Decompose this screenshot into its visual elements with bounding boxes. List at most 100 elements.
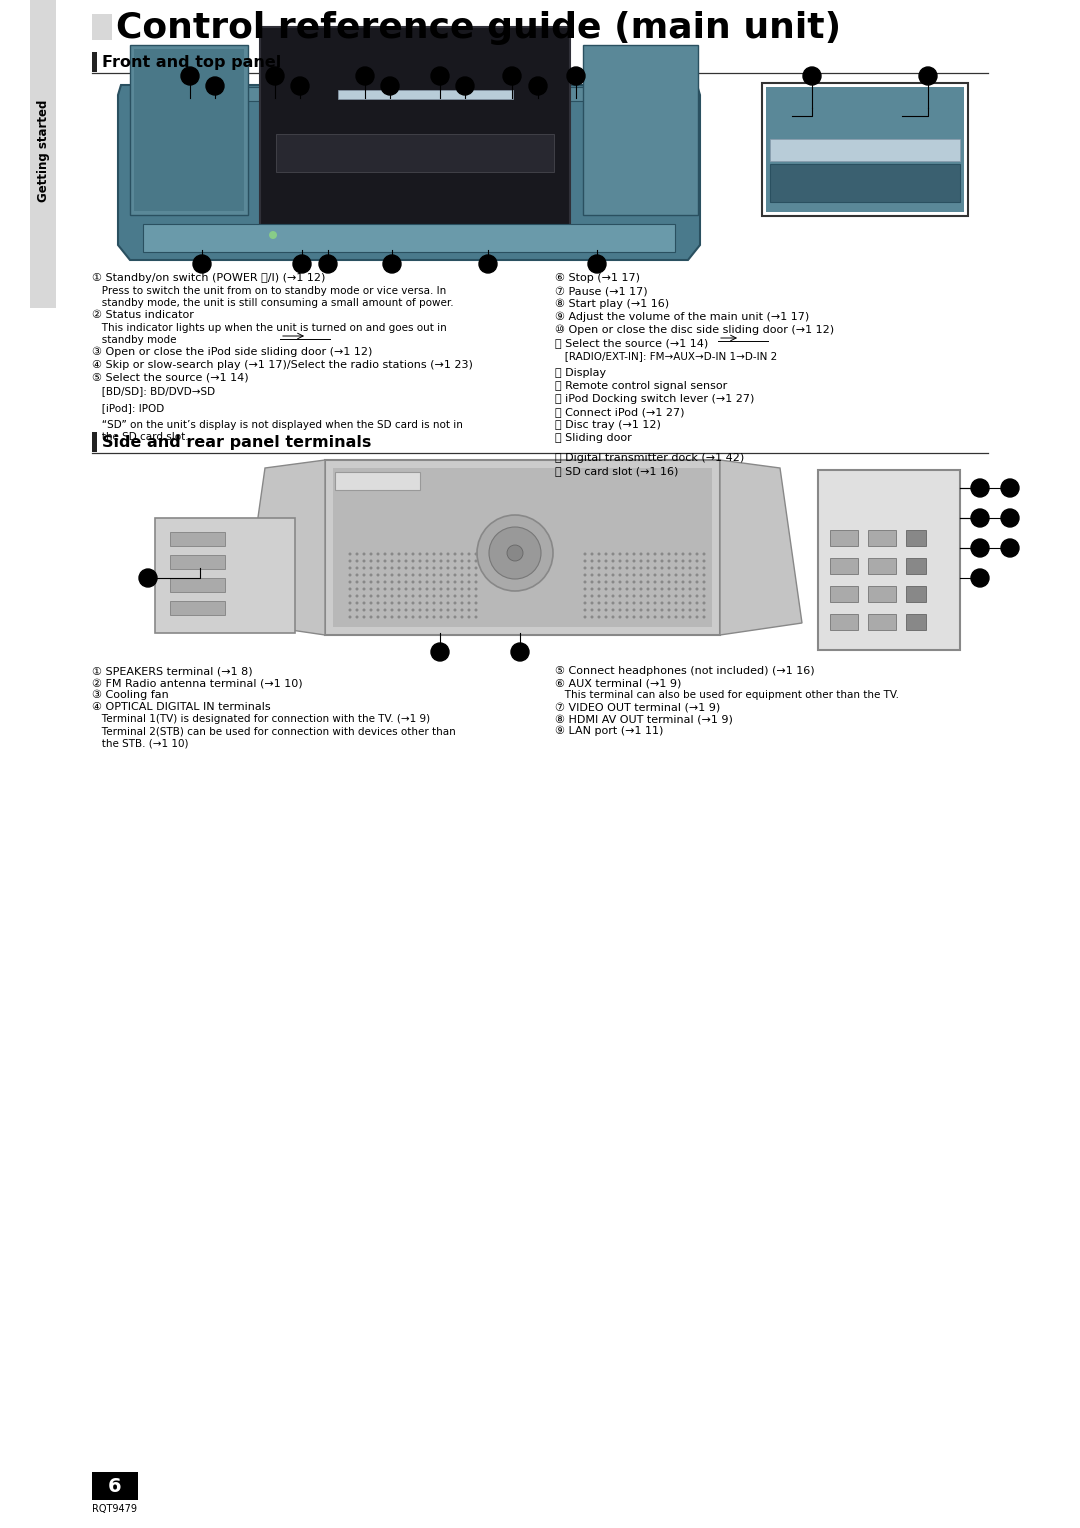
Circle shape: [647, 581, 649, 584]
Text: 18: 18: [807, 72, 818, 81]
Bar: [906, 614, 926, 630]
Circle shape: [633, 581, 635, 584]
Circle shape: [369, 581, 373, 584]
Circle shape: [474, 573, 477, 576]
Circle shape: [583, 573, 586, 576]
Circle shape: [474, 594, 477, 597]
Circle shape: [667, 594, 671, 597]
Circle shape: [391, 553, 393, 556]
Text: ④ OPTICAL DIGITAL IN terminals: ④ OPTICAL DIGITAL IN terminals: [92, 701, 271, 712]
Circle shape: [349, 594, 351, 597]
Circle shape: [489, 527, 541, 579]
Circle shape: [460, 567, 463, 570]
Circle shape: [583, 602, 586, 605]
Circle shape: [349, 616, 351, 619]
Bar: [170, 578, 225, 591]
Bar: [831, 614, 858, 630]
Circle shape: [639, 608, 643, 611]
Text: Front and top panel: Front and top panel: [102, 55, 281, 70]
Circle shape: [397, 587, 401, 590]
Circle shape: [583, 587, 586, 590]
Circle shape: [383, 608, 387, 611]
Circle shape: [477, 515, 553, 591]
Circle shape: [639, 594, 643, 597]
Circle shape: [405, 608, 407, 611]
Circle shape: [363, 594, 365, 597]
Text: Side and rear panel terminals: Side and rear panel terminals: [102, 435, 372, 451]
Text: [iPod]: IPOD: [iPod]: IPOD: [92, 403, 164, 413]
Circle shape: [681, 594, 685, 597]
Circle shape: [1001, 509, 1020, 527]
Circle shape: [377, 559, 379, 562]
Circle shape: [971, 539, 989, 558]
Text: [RADIO/EXT-IN]: FM→AUX→D-IN 1→D-IN 2: [RADIO/EXT-IN]: FM→AUX→D-IN 1→D-IN 2: [555, 351, 778, 361]
Circle shape: [377, 594, 379, 597]
Circle shape: [383, 581, 387, 584]
Circle shape: [583, 581, 586, 584]
Circle shape: [419, 594, 421, 597]
Circle shape: [363, 587, 365, 590]
Circle shape: [377, 587, 379, 590]
Circle shape: [675, 616, 677, 619]
Circle shape: [689, 553, 691, 556]
Circle shape: [681, 608, 685, 611]
Text: 7: 7: [977, 573, 983, 584]
Circle shape: [468, 594, 471, 597]
Circle shape: [619, 616, 621, 619]
Circle shape: [446, 602, 449, 605]
Circle shape: [591, 608, 594, 611]
Circle shape: [591, 567, 594, 570]
Text: ② FM Radio antenna terminal (→1 10): ② FM Radio antenna terminal (→1 10): [92, 678, 302, 688]
Circle shape: [349, 587, 351, 590]
Circle shape: [426, 594, 429, 597]
Circle shape: [675, 573, 677, 576]
Circle shape: [405, 602, 407, 605]
Circle shape: [446, 553, 449, 556]
Circle shape: [696, 581, 699, 584]
Circle shape: [702, 602, 705, 605]
Circle shape: [468, 581, 471, 584]
Circle shape: [647, 587, 649, 590]
Circle shape: [460, 573, 463, 576]
Circle shape: [625, 594, 629, 597]
Circle shape: [653, 559, 657, 562]
Circle shape: [647, 567, 649, 570]
Circle shape: [696, 559, 699, 562]
Circle shape: [474, 553, 477, 556]
Bar: [818, 471, 960, 649]
Circle shape: [619, 608, 621, 611]
Bar: [170, 555, 225, 568]
Circle shape: [507, 545, 523, 561]
Circle shape: [661, 581, 663, 584]
Circle shape: [349, 567, 351, 570]
Circle shape: [639, 581, 643, 584]
Circle shape: [639, 602, 643, 605]
Circle shape: [369, 602, 373, 605]
Circle shape: [397, 616, 401, 619]
Circle shape: [625, 567, 629, 570]
Circle shape: [625, 581, 629, 584]
Circle shape: [411, 581, 415, 584]
Text: ⑧ HDMI AV OUT terminal (→1 9): ⑧ HDMI AV OUT terminal (→1 9): [555, 714, 733, 724]
Polygon shape: [243, 460, 325, 636]
Circle shape: [419, 602, 421, 605]
Circle shape: [363, 581, 365, 584]
Text: 4: 4: [977, 483, 983, 494]
Circle shape: [653, 553, 657, 556]
Text: ② Status indicator: ② Status indicator: [92, 310, 194, 319]
Text: 4: 4: [297, 81, 303, 92]
Circle shape: [411, 587, 415, 590]
Circle shape: [696, 594, 699, 597]
Circle shape: [405, 587, 407, 590]
Text: 9: 9: [509, 70, 515, 81]
Polygon shape: [30, 0, 56, 14]
Circle shape: [971, 568, 989, 587]
Bar: [868, 530, 896, 545]
Text: 15: 15: [387, 260, 397, 269]
Bar: [134, 49, 244, 211]
Circle shape: [661, 602, 663, 605]
Circle shape: [454, 559, 457, 562]
Circle shape: [446, 616, 449, 619]
Circle shape: [349, 581, 351, 584]
Circle shape: [369, 608, 373, 611]
